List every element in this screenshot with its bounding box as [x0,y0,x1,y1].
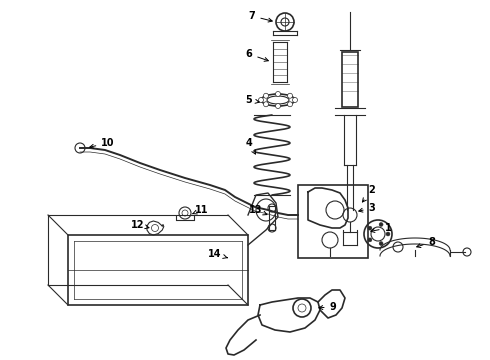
Text: 3: 3 [359,203,375,213]
Circle shape [264,93,269,98]
Text: 5: 5 [245,95,259,105]
Circle shape [264,102,269,107]
Circle shape [275,91,280,96]
Circle shape [386,232,390,236]
Text: 9: 9 [319,302,336,312]
Bar [342,52,358,107]
Text: 7: 7 [248,11,272,22]
Circle shape [259,98,264,103]
Text: 12: 12 [131,220,149,230]
Circle shape [275,104,280,108]
Circle shape [368,226,372,230]
Circle shape [368,238,372,242]
Text: 13: 13 [249,205,267,215]
Text: 14: 14 [208,249,227,259]
Text: 4: 4 [245,138,255,154]
Circle shape [379,222,383,226]
Text: 10: 10 [90,138,115,148]
Bar [298,185,368,258]
Text: 11: 11 [193,205,209,215]
Text: 8: 8 [416,237,436,248]
Text: 6: 6 [245,49,269,61]
Bar [68,235,248,305]
Text: 1: 1 [371,223,392,233]
Circle shape [379,242,383,246]
Circle shape [288,93,293,98]
Circle shape [288,102,293,107]
Circle shape [293,98,297,103]
Text: 2: 2 [363,185,375,202]
